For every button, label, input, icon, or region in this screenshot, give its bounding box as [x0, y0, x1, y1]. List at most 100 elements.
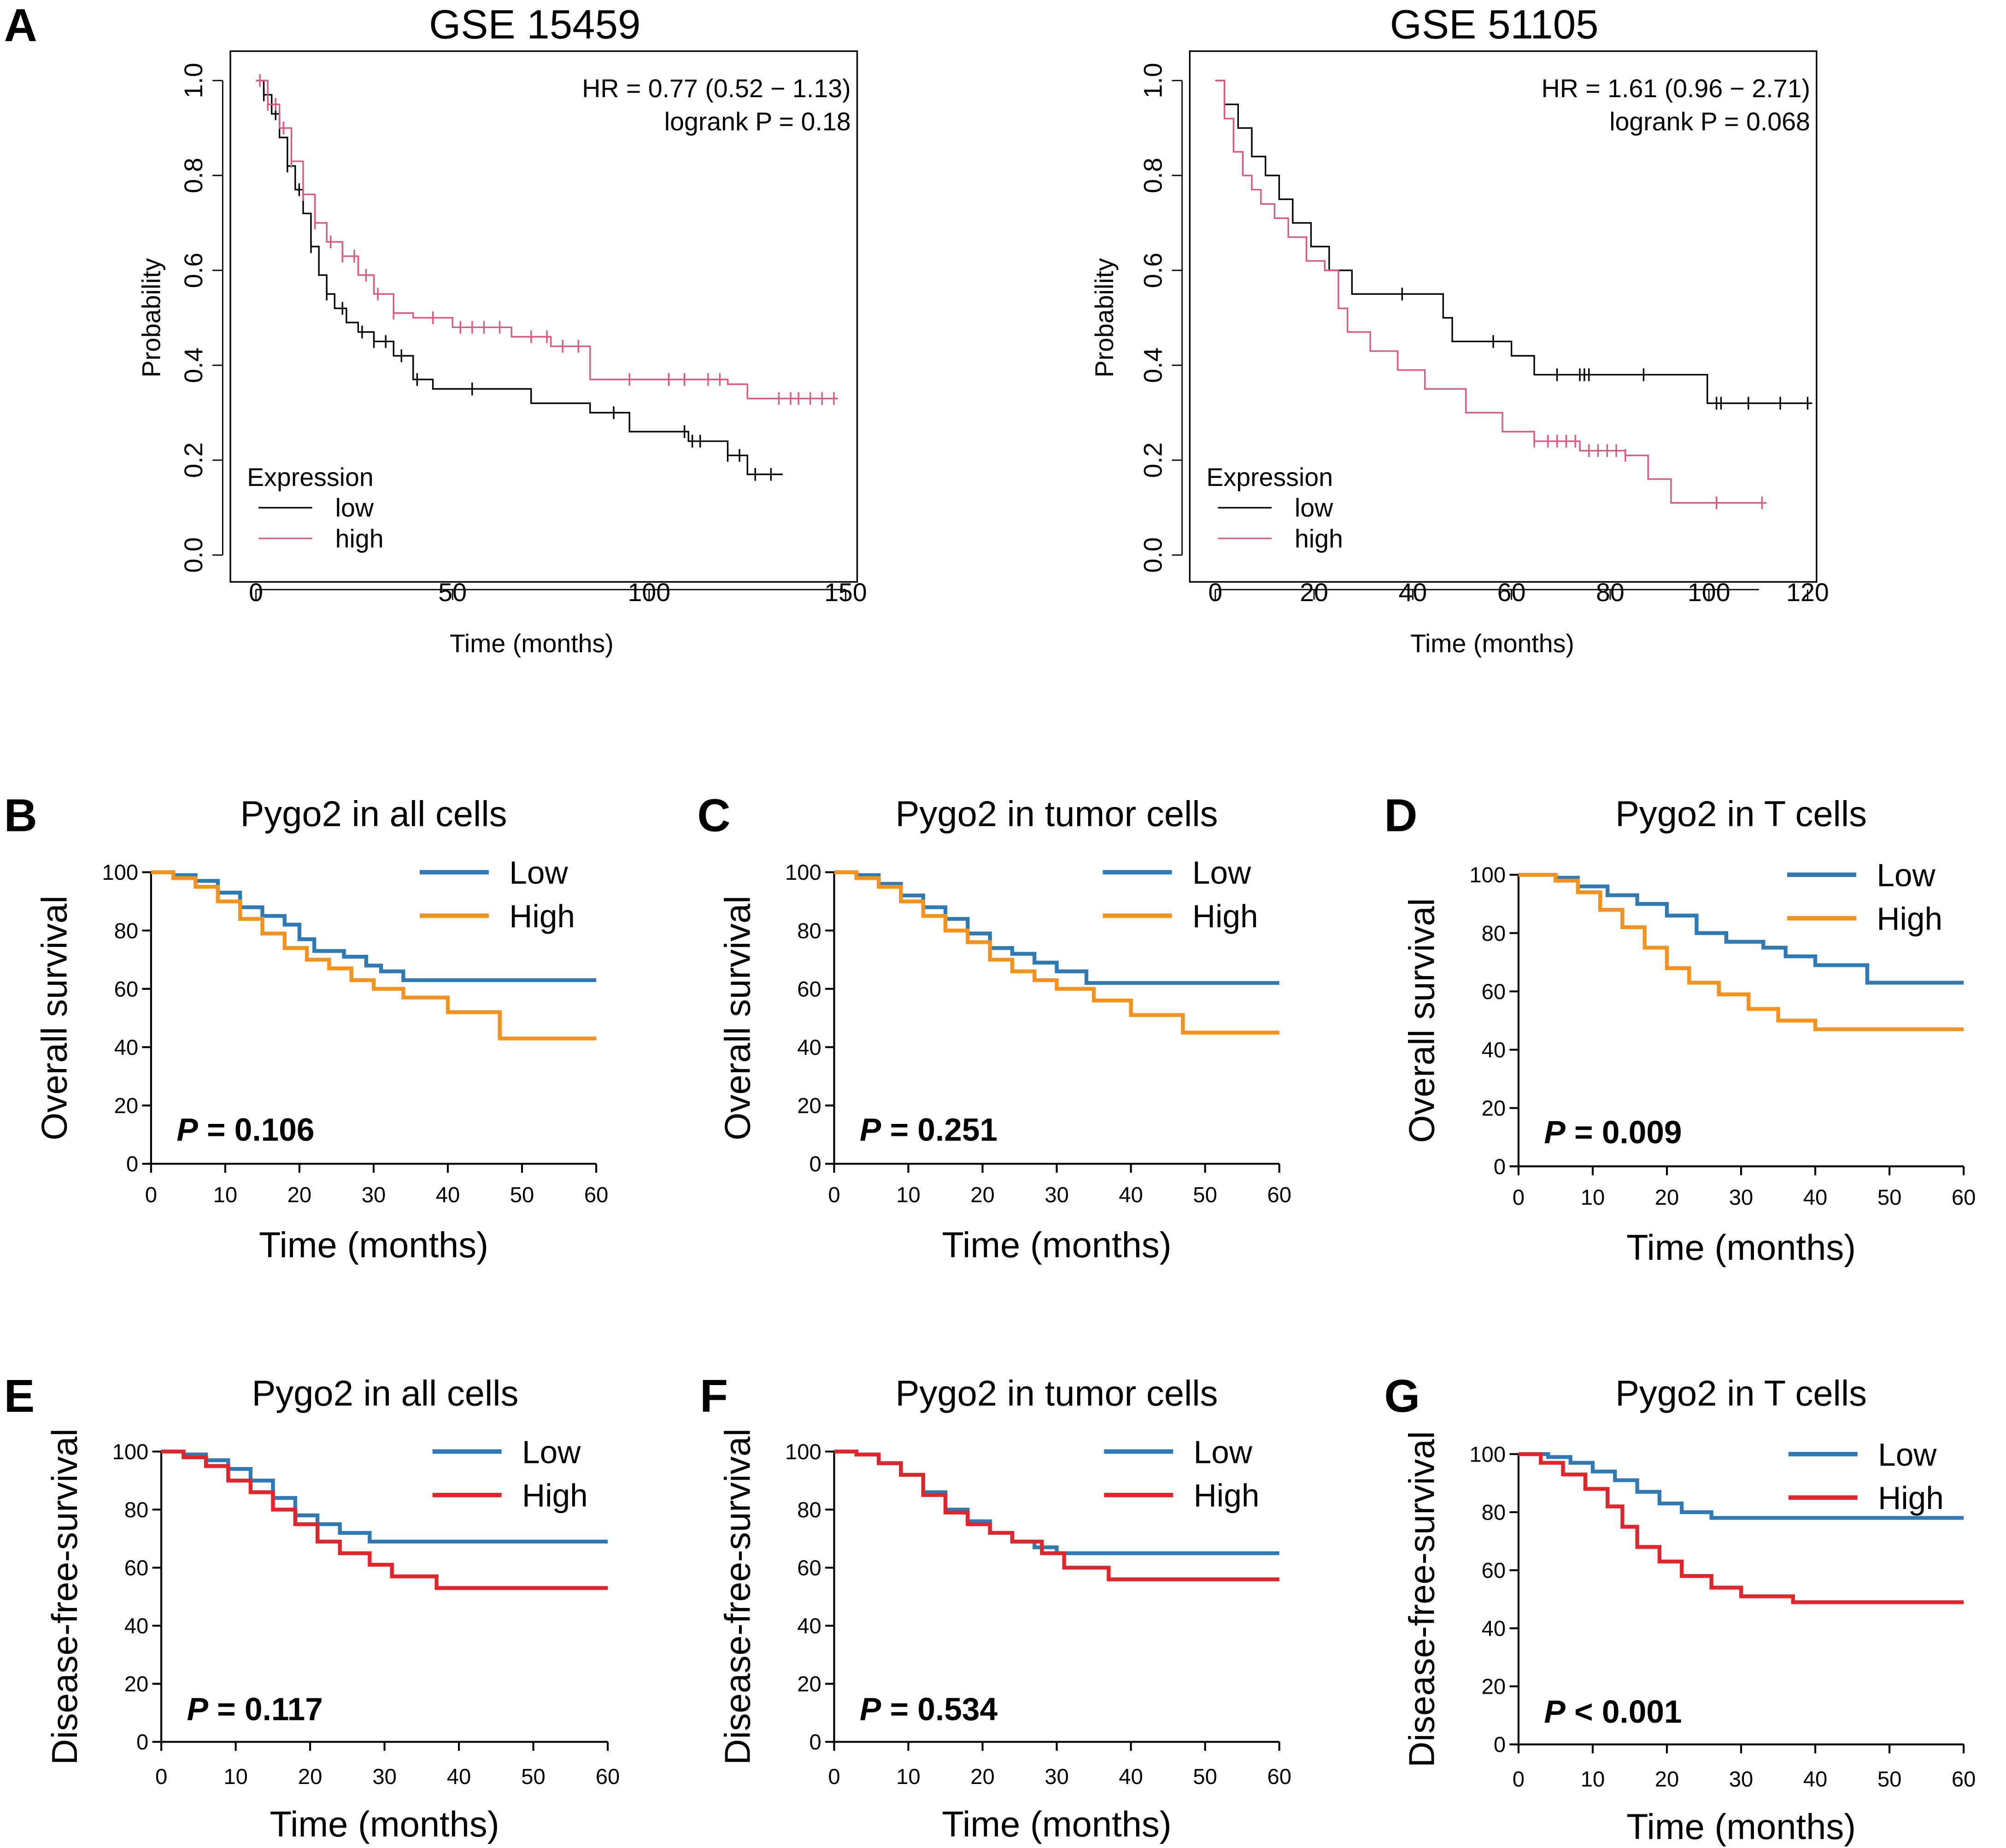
survival-curve-low	[151, 870, 597, 982]
y-tick-label: 0.8	[1138, 158, 1167, 193]
x-tick-label: 50	[438, 578, 467, 607]
x-axis-label: Time (months)	[270, 1805, 499, 1844]
x-tick-label: 80	[1596, 578, 1625, 607]
y-axis-label: Disease-free-survival	[45, 1428, 85, 1765]
y-tick-label: 20	[797, 1672, 821, 1696]
chart-panel-d: Pygo2 in T cells 0 10 20 30 40 50 60 0 20 40 60 80 10…	[1402, 795, 1976, 1268]
y-axis-label: Overall survival	[1402, 898, 1442, 1143]
y-tick-label: 80	[797, 919, 821, 943]
y-tick-label: 60	[124, 1556, 149, 1580]
chart-title: Pygo2 in all cells	[240, 795, 507, 834]
chart-title: GSE 51105	[1390, 1, 1599, 47]
y-tick-label: 100	[102, 860, 138, 885]
y-tick-label: 0.0	[1138, 537, 1167, 573]
x-tick-label: 10	[223, 1765, 248, 1789]
x-tick-label: 50	[510, 1183, 534, 1207]
y-tick-label: 0.4	[179, 347, 208, 383]
panel-letter: D	[1384, 790, 1417, 842]
y-tick-label: 40	[124, 1614, 149, 1638]
y-tick-label: 0	[136, 1730, 148, 1754]
x-tick-label: 40	[1119, 1183, 1143, 1207]
x-tick-label: 0	[828, 1183, 840, 1207]
x-tick-label: 20	[287, 1183, 312, 1207]
x-tick-label: 60	[1952, 1767, 1976, 1792]
survival-curve-high	[151, 870, 597, 1041]
x-tick-label: 40	[1119, 1765, 1143, 1789]
p-value-text: P = 0.251	[860, 1112, 997, 1148]
y-tick-label: 0	[809, 1152, 821, 1176]
x-tick-label: 50	[1193, 1765, 1217, 1789]
y-tick-label: 0.8	[179, 158, 208, 193]
p-value: < 0.001	[1566, 1694, 1682, 1730]
x-tick-label: 60	[1952, 1185, 1976, 1210]
x-tick-label: 10	[1581, 1767, 1605, 1792]
x-tick-label: 60	[1267, 1765, 1291, 1789]
p-value: = 0.251	[881, 1112, 997, 1148]
chart-panel-f: Pygo2 in tumor cells 0 10 20 30 40 50 60 0 20 40 60…	[718, 1374, 1291, 1844]
chart-panel-a: GSE 15459 0 50 100 150 Time (months) 0.0 0.2 0.4…	[137, 1, 867, 658]
legend-label-high: High	[1877, 901, 1942, 936]
x-tick-label: 30	[1044, 1183, 1068, 1207]
y-tick-label: 80	[797, 1498, 821, 1522]
x-tick-label: 20	[1655, 1767, 1679, 1792]
y-tick-label: 20	[797, 1094, 821, 1118]
chart-title: Pygo2 in T cells	[1615, 795, 1867, 834]
x-tick-label: 10	[1581, 1185, 1605, 1210]
x-tick-label: 40	[1803, 1767, 1828, 1792]
x-axis-label: Time (months)	[1410, 629, 1574, 658]
x-axis-label: Time (months)	[942, 1225, 1172, 1265]
p-symbol: P	[1544, 1694, 1566, 1730]
x-tick-label: 50	[1877, 1185, 1902, 1210]
x-axis-label: Time (months)	[259, 1225, 488, 1265]
p-symbol: P	[176, 1112, 198, 1148]
chart-title: Pygo2 in T cells	[1615, 1374, 1867, 1413]
panel-letter: E	[4, 1371, 35, 1422]
p-value-text: P = 0.106	[176, 1112, 314, 1148]
legend-label-high: high	[1295, 524, 1343, 553]
logrank-p-text: logrank P = 0.18	[664, 107, 851, 136]
p-symbol: P	[1544, 1114, 1566, 1150]
p-value: = 0.009	[1566, 1114, 1682, 1150]
y-tick-label: 80	[1482, 1501, 1506, 1525]
legend-label-high: High	[1878, 1480, 1944, 1516]
legend-label-high: high	[335, 524, 384, 553]
survival-curve-high	[834, 870, 1279, 1035]
legend-label-high: High	[522, 1478, 588, 1514]
y-tick-label: 80	[114, 919, 139, 943]
y-tick-label: 20	[1482, 1675, 1506, 1699]
y-tick-label: 40	[797, 1614, 821, 1638]
y-tick-label: 0	[1494, 1733, 1506, 1757]
survival-curve-high	[1518, 872, 1964, 1031]
chart-panel-e: Pygo2 in all cells 0 10 20 30 40 50 60 0 20 40 60 80…	[45, 1374, 620, 1844]
x-tick-label: 20	[298, 1765, 323, 1789]
logrank-p-text: logrank P = 0.068	[1609, 107, 1810, 136]
y-tick-label: 60	[114, 977, 139, 1001]
y-tick-label: 0	[1494, 1155, 1506, 1179]
y-tick-label: 100	[112, 1440, 149, 1464]
y-tick-label: 1.0	[179, 63, 208, 98]
p-value: = 0.534	[881, 1691, 997, 1727]
survival-curve-low	[1518, 1452, 1964, 1520]
x-tick-label: 40	[436, 1183, 460, 1207]
chart-panel-a: GSE 51105 0 20 40 60 80 100 120 Time (months) 0.0…	[1090, 1, 1829, 658]
y-tick-label: 0.4	[1138, 347, 1167, 383]
y-tick-label: 20	[124, 1672, 149, 1696]
survival-curve-high	[834, 1450, 1279, 1581]
y-tick-label: 1.0	[1138, 63, 1167, 98]
legend-label-low: Low	[1877, 857, 1936, 893]
y-tick-label: 0.6	[1138, 252, 1167, 288]
legend-label-low: Low	[1192, 855, 1251, 891]
legend-label-low: Low	[1194, 1434, 1253, 1470]
p-value-text: P = 0.009	[1544, 1114, 1682, 1150]
p-symbol: P	[860, 1112, 881, 1148]
p-value: = 0.106	[198, 1112, 315, 1148]
x-tick-label: 0	[249, 578, 263, 607]
plot-frame	[229, 50, 858, 583]
y-tick-label: 0	[809, 1730, 821, 1754]
panel-letter: G	[1384, 1371, 1420, 1422]
x-tick-label: 0	[1208, 578, 1222, 607]
p-value-text: P < 0.001	[1544, 1694, 1682, 1730]
x-tick-label: 60	[596, 1765, 620, 1789]
legend-label-low: Low	[509, 855, 568, 891]
y-tick-label: 60	[1482, 980, 1506, 1004]
